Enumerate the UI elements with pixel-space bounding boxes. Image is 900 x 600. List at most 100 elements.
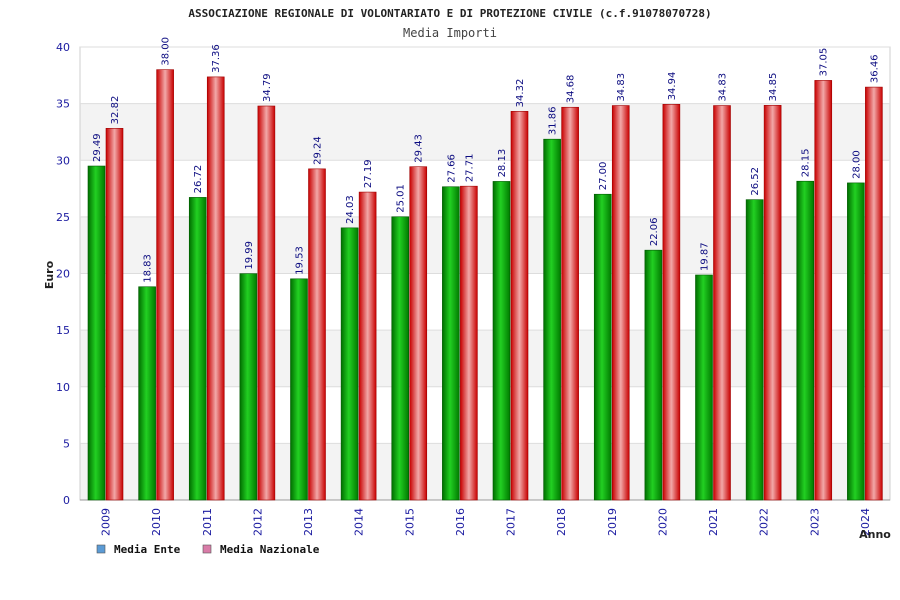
bar-media-ente-2021 xyxy=(695,274,713,501)
y-tick-label: 5 xyxy=(63,437,70,450)
x-axis-ticks: 2009 2010 2011 2012 2013 2014 2015 2016 2017 2018… xyxy=(100,508,872,536)
data-label-media-nazionale-2009: 32.82 xyxy=(110,96,121,125)
data-label-media-ente-2009: 29.49 xyxy=(92,133,103,162)
x-tick-label-2017: 2017 xyxy=(505,508,518,536)
data-label-media-nazionale-2014: 27.19 xyxy=(363,159,374,188)
y-tick-label: 10 xyxy=(56,381,70,394)
data-label-media-ente-2015: 25.01 xyxy=(396,184,407,213)
x-tick-label-2016: 2016 xyxy=(454,508,467,536)
x-tick-label-2019: 2019 xyxy=(606,508,619,536)
bar-media-nazionale-2012 xyxy=(257,105,276,501)
chart-title: ASSOCIAZIONE REGIONALE DI VOLONTARIATO E… xyxy=(188,7,711,20)
data-label-media-nazionale-2012: 34.79 xyxy=(262,73,273,102)
x-tick-label-2024: 2024 xyxy=(859,508,872,536)
data-label-media-ente-2024: 28.00 xyxy=(851,150,862,179)
x-tick-label-2018: 2018 xyxy=(555,508,568,536)
data-label-media-ente-2011: 26.72 xyxy=(193,165,204,194)
bar-media-ente-2020 xyxy=(644,249,663,501)
bar-media-nazionale-2018 xyxy=(561,106,579,501)
bar-media-ente-2022 xyxy=(745,199,764,501)
data-label-media-nazionale-2017: 34.32 xyxy=(515,79,526,108)
bar-media-ente-2015 xyxy=(391,216,410,501)
bar-media-ente-2023 xyxy=(796,180,815,501)
bar-media-nazionale-2023 xyxy=(814,80,833,501)
data-label-media-ente-2017: 28.13 xyxy=(497,149,508,178)
data-labels-group: 29.49 32.82 18.83 38.00 26.72 37.36 19.99 34.79… xyxy=(92,37,880,283)
legend-label-media-nazionale: Media Nazionale xyxy=(220,543,320,556)
data-label-media-ente-2021: 19.87 xyxy=(700,242,711,271)
y-tick-label: 35 xyxy=(56,98,70,111)
data-label-media-ente-2016: 27.66 xyxy=(446,154,457,183)
bar-media-ente-2011 xyxy=(188,197,207,501)
y-tick-label: 20 xyxy=(56,268,70,281)
x-tick-label-2012: 2012 xyxy=(251,508,264,536)
data-label-media-nazionale-2018: 34.68 xyxy=(566,75,577,104)
bar-media-nazionale-2017 xyxy=(510,111,529,501)
data-label-media-ente-2010: 18.83 xyxy=(143,254,154,283)
data-label-media-nazionale-2019: 34.83 xyxy=(616,73,627,102)
data-label-media-ente-2012: 19.99 xyxy=(244,241,255,270)
data-label-media-nazionale-2021: 34.83 xyxy=(718,73,729,102)
bar-media-nazionale-2015 xyxy=(409,166,428,501)
data-label-media-nazionale-2010: 38.00 xyxy=(161,37,172,66)
bar-media-nazionale-2009 xyxy=(105,128,124,501)
bar-media-nazionale-2014 xyxy=(358,191,377,501)
data-label-media-nazionale-2020: 34.94 xyxy=(667,72,678,101)
x-tick-label-2020: 2020 xyxy=(656,508,669,536)
data-label-media-ente-2022: 26.52 xyxy=(750,167,761,196)
bar-media-ente-2013 xyxy=(290,278,308,501)
x-tick-label-2022: 2022 xyxy=(758,508,771,536)
data-label-media-ente-2019: 27.00 xyxy=(598,162,609,191)
x-tick-label-2009: 2009 xyxy=(100,508,113,536)
bars-group xyxy=(87,69,883,501)
legend-label-media-ente: Media Ente xyxy=(114,543,181,556)
data-label-media-ente-2013: 19.53 xyxy=(295,246,306,275)
bar-media-ente-2010 xyxy=(138,286,156,501)
y-tick-label: 15 xyxy=(56,324,70,337)
bar-media-nazionale-2020 xyxy=(662,104,681,501)
bar-media-nazionale-2013 xyxy=(308,168,326,501)
y-tick-label: 25 xyxy=(56,211,70,224)
x-tick-label-2015: 2015 xyxy=(403,508,416,536)
data-label-media-nazionale-2022: 34.85 xyxy=(768,73,779,102)
chart-subtitle: Media Importi xyxy=(403,26,497,40)
data-label-media-nazionale-2015: 29.43 xyxy=(414,134,425,163)
data-label-media-ente-2023: 28.15 xyxy=(801,149,812,178)
y-axis-label: Euro xyxy=(43,260,56,289)
data-label-media-nazionale-2024: 36.46 xyxy=(869,54,880,83)
data-label-media-nazionale-2016: 27.71 xyxy=(464,154,475,183)
x-axis-label: Anno xyxy=(859,528,891,541)
bar-media-nazionale-2021 xyxy=(713,105,731,501)
bar-media-nazionale-2010 xyxy=(156,69,174,501)
bar-media-ente-2018 xyxy=(543,138,561,501)
bar-media-ente-2009 xyxy=(87,165,106,501)
data-label-media-ente-2014: 24.03 xyxy=(345,195,356,224)
bar-media-ente-2019 xyxy=(593,193,612,501)
legend-swatch-media-nazionale xyxy=(202,544,212,554)
x-tick-label-2010: 2010 xyxy=(150,508,163,536)
y-axis-ticks: 0 5 10 15 20 25 30 35 40 xyxy=(56,41,70,507)
bar-media-nazionale-2024 xyxy=(865,86,883,501)
data-label-media-nazionale-2011: 37.36 xyxy=(211,44,222,73)
bar-media-ente-2016 xyxy=(442,186,460,501)
bar-media-ente-2012 xyxy=(239,273,258,501)
x-tick-label-2023: 2023 xyxy=(808,508,821,536)
bar-media-ente-2024 xyxy=(847,182,865,501)
data-label-media-nazionale-2013: 29.24 xyxy=(313,136,324,165)
y-tick-label: 0 xyxy=(63,494,70,507)
data-label-media-nazionale-2023: 37.05 xyxy=(819,48,830,77)
x-tick-label-2021: 2021 xyxy=(707,508,720,536)
bar-media-ente-2014 xyxy=(340,227,359,501)
y-tick-label: 40 xyxy=(56,41,70,54)
bar-media-nazionale-2019 xyxy=(611,105,630,501)
legend: Media Ente Media Nazionale xyxy=(96,543,320,556)
x-tick-label-2014: 2014 xyxy=(353,508,366,536)
x-tick-label-2013: 2013 xyxy=(302,508,315,536)
data-label-media-ente-2018: 31.86 xyxy=(548,107,559,136)
bar-media-nazionale-2016 xyxy=(460,185,478,501)
y-tick-label: 30 xyxy=(56,154,70,167)
bar-media-ente-2017 xyxy=(492,181,511,501)
data-label-media-ente-2020: 22.06 xyxy=(649,218,660,247)
x-tick-label-2011: 2011 xyxy=(201,508,214,536)
